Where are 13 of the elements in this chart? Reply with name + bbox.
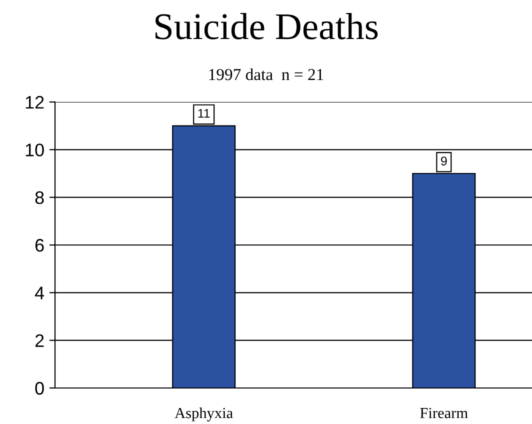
chart-title: Suicide Deaths [156, 12, 378, 40]
data-label: 11 [198, 109, 210, 118]
y-tick-label: 12 [26, 96, 44, 109]
y-tick-label: 8 [35, 191, 44, 204]
y-tick-label: 2 [35, 334, 44, 347]
data-label: 9 [441, 156, 447, 166]
y-tick-label: 10 [26, 144, 44, 156]
y-tick-label: 0 [35, 382, 44, 395]
y-tick-label: 4 [34, 286, 44, 300]
y-tick-label: 6 [35, 238, 44, 252]
x-tick-label: Firearm [420, 408, 468, 418]
x-tick-label: Asphyxia [174, 407, 233, 422]
chart-subtitle: 1997 data n = 21 [209, 68, 324, 80]
